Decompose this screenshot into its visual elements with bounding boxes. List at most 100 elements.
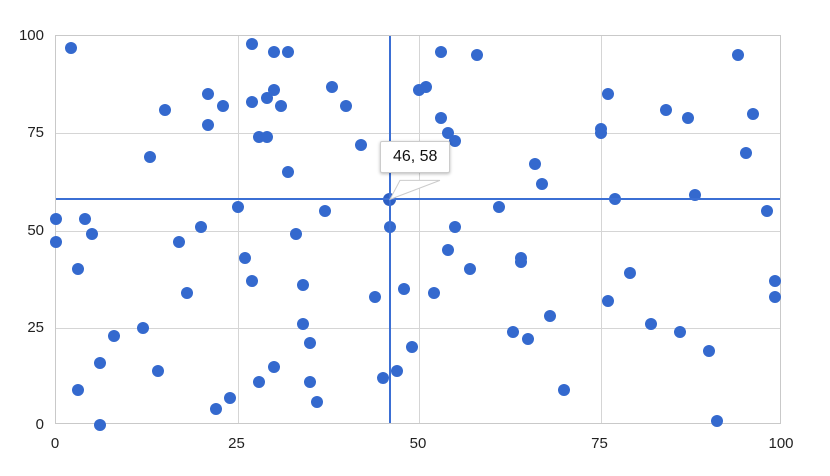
data-point[interactable] <box>354 138 367 151</box>
data-point[interactable] <box>558 383 571 396</box>
x-axis-tick-label: 50 <box>409 435 427 452</box>
data-point[interactable] <box>449 220 462 233</box>
gridline-vertical <box>600 36 602 423</box>
data-point[interactable] <box>137 321 150 334</box>
data-point[interactable] <box>543 310 556 323</box>
data-point[interactable] <box>93 419 106 431</box>
data-point[interactable] <box>674 325 687 338</box>
data-point[interactable] <box>420 80 433 93</box>
data-point[interactable] <box>471 49 484 62</box>
data-point[interactable] <box>601 294 614 307</box>
data-point[interactable] <box>209 403 222 416</box>
data-point[interactable] <box>216 100 229 113</box>
data-point[interactable] <box>246 37 259 50</box>
data-point[interactable] <box>398 282 411 295</box>
data-point[interactable] <box>681 111 694 124</box>
data-point[interactable] <box>391 364 404 377</box>
x-axis-tick-label: 75 <box>591 435 608 452</box>
gridline-vertical <box>419 36 420 423</box>
data-point[interactable] <box>108 329 121 342</box>
data-point[interactable] <box>275 100 288 113</box>
data-point[interactable] <box>202 119 215 132</box>
data-point[interactable] <box>710 415 723 428</box>
data-point[interactable] <box>601 88 614 101</box>
data-point[interactable] <box>71 383 84 396</box>
x-axis-tick-label: 100 <box>768 435 794 452</box>
data-point[interactable] <box>246 96 259 109</box>
data-point[interactable] <box>645 317 658 330</box>
data-point[interactable] <box>296 278 309 291</box>
data-point[interactable] <box>289 228 302 241</box>
y-axis-tick-label: 100 <box>18 27 44 44</box>
data-point[interactable] <box>659 103 672 116</box>
data-point[interactable] <box>434 45 447 58</box>
data-point[interactable] <box>195 220 208 233</box>
data-point[interactable] <box>158 103 171 116</box>
crosshair-vertical-line <box>388 36 391 423</box>
crosshair-horizontal-line <box>56 198 780 201</box>
y-axis-tick-label: 75 <box>27 124 44 142</box>
data-point[interactable] <box>507 325 520 338</box>
data-point[interactable] <box>521 333 534 346</box>
data-point[interactable] <box>282 45 295 58</box>
data-point[interactable] <box>405 341 418 354</box>
data-point[interactable] <box>260 92 273 105</box>
data-point[interactable] <box>732 49 745 62</box>
data-point[interactable] <box>463 263 476 276</box>
data-point[interactable] <box>703 345 716 358</box>
data-point[interactable] <box>514 251 527 264</box>
data-point[interactable] <box>173 236 186 249</box>
data-point[interactable] <box>151 364 164 377</box>
data-point[interactable] <box>449 135 462 148</box>
data-point[interactable] <box>267 45 280 58</box>
data-point[interactable] <box>325 80 338 93</box>
data-point[interactable] <box>71 263 84 276</box>
data-point[interactable] <box>492 201 505 214</box>
data-point[interactable] <box>238 251 251 264</box>
data-point[interactable] <box>529 158 542 171</box>
plot-area[interactable] <box>50 35 781 431</box>
x-axis-tick-label: 25 <box>228 435 245 452</box>
data-point[interactable] <box>427 286 440 299</box>
tooltip-label: 46, 58 <box>392 148 438 166</box>
data-point[interactable] <box>768 290 781 303</box>
data-point[interactable] <box>311 395 324 408</box>
data-point[interactable] <box>739 146 752 159</box>
data-point[interactable] <box>304 376 317 389</box>
data-point[interactable] <box>623 267 636 280</box>
data-point[interactable] <box>86 228 99 241</box>
data-point[interactable] <box>746 107 759 120</box>
data-point[interactable] <box>224 391 237 404</box>
gridline-horizontal <box>56 133 780 135</box>
data-point[interactable] <box>340 100 353 113</box>
data-point[interactable] <box>536 177 549 190</box>
data-point[interactable] <box>282 166 295 179</box>
data-point[interactable] <box>231 201 244 214</box>
data-point[interactable] <box>296 317 309 330</box>
data-point[interactable] <box>761 205 774 218</box>
data-point[interactable] <box>434 111 447 124</box>
data-point[interactable] <box>267 360 280 373</box>
data-point[interactable] <box>180 286 193 299</box>
data-point[interactable] <box>376 372 389 385</box>
data-point[interactable] <box>144 150 157 163</box>
data-point[interactable] <box>93 356 106 369</box>
data-point[interactable] <box>50 212 62 225</box>
data-point[interactable] <box>304 337 317 350</box>
data-point[interactable] <box>594 127 607 140</box>
data-point[interactable] <box>768 275 781 288</box>
data-point[interactable] <box>253 376 266 389</box>
data-point[interactable] <box>369 290 382 303</box>
data-point[interactable] <box>267 84 280 97</box>
data-point[interactable] <box>202 88 215 101</box>
data-point[interactable] <box>64 41 77 54</box>
data-point[interactable] <box>79 212 92 225</box>
y-axis-tick-label: 50 <box>27 221 44 239</box>
data-point[interactable] <box>318 205 331 218</box>
y-axis-tick-label: 0 <box>35 416 44 433</box>
data-point[interactable] <box>50 236 62 249</box>
data-point[interactable] <box>442 243 455 256</box>
data-point[interactable] <box>260 131 273 144</box>
data-point[interactable] <box>246 275 259 288</box>
